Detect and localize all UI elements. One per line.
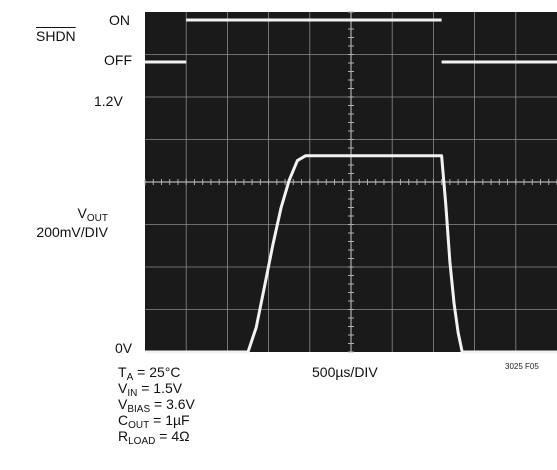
condition-value: = 25°C <box>133 364 181 380</box>
vout-scale-label: 200mV/DIV <box>36 224 108 240</box>
traces <box>145 18 557 354</box>
condition-line: RLOAD = 4Ω <box>118 428 190 447</box>
graticule <box>144 11 557 353</box>
shdn-label: SHDN <box>36 28 76 44</box>
condition-line: TA = 25°C <box>118 364 181 383</box>
vout-trace <box>145 154 557 354</box>
condition-symbol: V <box>118 396 128 412</box>
condition-symbol: C <box>118 412 129 428</box>
condition-subscript: LOAD <box>128 436 156 447</box>
vout-label-sub: OUT <box>86 213 108 224</box>
condition-subscript: OUT <box>128 420 150 431</box>
timebase-label: 500µs/DIV <box>312 364 378 380</box>
shdn-off-label: OFF <box>104 52 132 68</box>
vout-label: VOUT <box>40 205 108 227</box>
condition-line: VBIAS = 3.6V <box>118 396 195 415</box>
vout-high-level-label: 1.2V <box>94 93 123 109</box>
condition-value: = 1.5V <box>137 380 183 396</box>
figure-id: 3025 F05 <box>505 362 539 371</box>
condition-symbol: R <box>118 428 129 444</box>
condition-subscript: IN <box>127 388 138 399</box>
condition-subscript: BIAS <box>127 404 151 415</box>
vout-zero-label: 0V <box>115 340 133 356</box>
condition-subscript: A <box>126 372 134 383</box>
condition-line: VIN = 1.5V <box>118 380 183 399</box>
condition-value: = 1µF <box>149 412 190 428</box>
condition-symbol: T <box>118 364 127 380</box>
condition-value: = 3.6V <box>150 396 195 412</box>
condition-value: = 4Ω <box>155 428 190 444</box>
condition-symbol: V <box>118 380 128 396</box>
condition-line: COUT = 1µF <box>118 412 190 431</box>
vout-label-base: V <box>77 205 87 221</box>
shdn-on-label: ON <box>109 12 130 28</box>
